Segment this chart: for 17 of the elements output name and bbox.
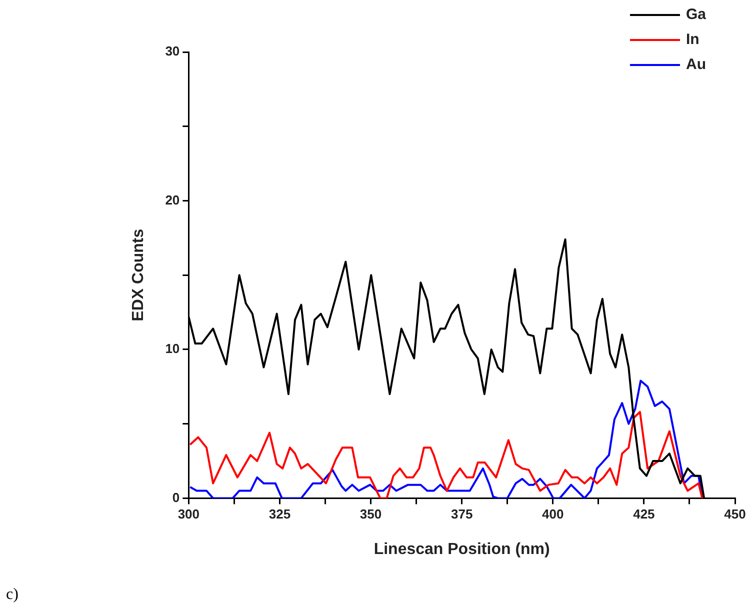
- y-axis-title: EDX Counts: [130, 228, 148, 322]
- x-tick-label: 375: [450, 506, 473, 522]
- y-tick-label: 10: [165, 341, 180, 356]
- x-tick-label: 300: [178, 506, 200, 522]
- legend-label: Au: [686, 56, 706, 74]
- legend-label: In: [686, 31, 700, 48]
- y-tick-label: 30: [165, 44, 180, 59]
- y-tick-label: 0: [172, 490, 180, 505]
- x-tick-label: 425: [633, 506, 655, 522]
- y-tick-label: 20: [165, 192, 180, 208]
- x-axis-title: Linescan Position (nm): [374, 540, 550, 558]
- x-tick-label: 350: [360, 506, 382, 522]
- legend-label: Ga: [686, 6, 707, 24]
- x-tick-label: 400: [542, 506, 564, 522]
- text: c): [6, 586, 18, 604]
- x-tick-label: 450: [724, 506, 746, 522]
- x-tick-label: 325: [268, 506, 291, 522]
